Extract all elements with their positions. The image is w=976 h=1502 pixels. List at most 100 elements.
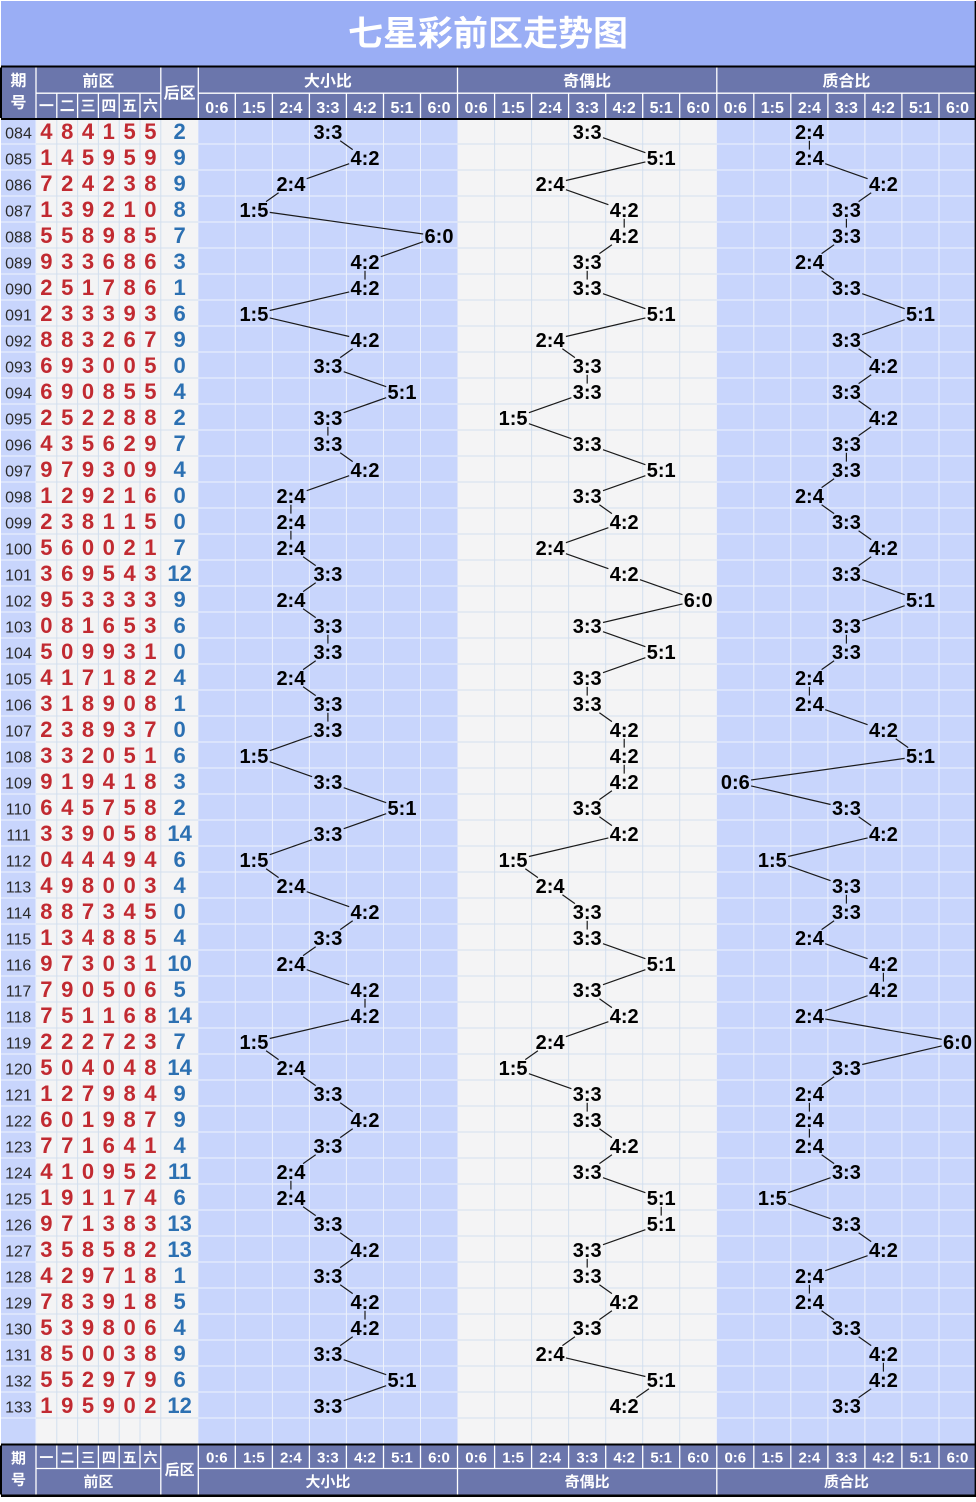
svg-text:7: 7 <box>61 1133 73 1158</box>
svg-text:3:3: 3:3 <box>313 1266 342 1288</box>
svg-text:4: 4 <box>82 1055 95 1080</box>
svg-text:3:3: 3:3 <box>313 824 342 846</box>
svg-text:1:5: 1:5 <box>242 100 265 117</box>
svg-text:5:1: 5:1 <box>647 1214 676 1236</box>
svg-text:10: 10 <box>167 951 191 976</box>
svg-text:9: 9 <box>103 1081 115 1106</box>
svg-text:3: 3 <box>144 1211 156 1236</box>
svg-text:8: 8 <box>82 509 94 534</box>
svg-text:3: 3 <box>173 249 185 274</box>
svg-text:2:4: 2:4 <box>276 876 306 898</box>
svg-text:4: 4 <box>123 561 136 586</box>
svg-text:4:2: 4:2 <box>610 200 639 222</box>
svg-text:8: 8 <box>82 691 94 716</box>
svg-text:5:1: 5:1 <box>391 1450 413 1467</box>
svg-text:7: 7 <box>40 1133 52 1158</box>
svg-text:8: 8 <box>123 925 135 950</box>
svg-text:3:3: 3:3 <box>316 100 339 117</box>
svg-text:2:4: 2:4 <box>795 1136 825 1158</box>
svg-text:7: 7 <box>82 665 94 690</box>
svg-text:2:4: 2:4 <box>795 694 825 716</box>
svg-text:8: 8 <box>103 925 115 950</box>
svg-text:5: 5 <box>103 1237 115 1262</box>
svg-text:3: 3 <box>82 249 94 274</box>
svg-text:14: 14 <box>167 821 192 846</box>
svg-text:0: 0 <box>123 691 135 716</box>
svg-text:0: 0 <box>123 873 135 898</box>
svg-text:4: 4 <box>40 431 53 456</box>
svg-text:2: 2 <box>144 1393 156 1418</box>
svg-text:122: 122 <box>5 1113 32 1130</box>
svg-text:2:4: 2:4 <box>276 954 306 976</box>
svg-text:2:4: 2:4 <box>539 100 562 117</box>
svg-text:109: 109 <box>5 775 32 792</box>
svg-text:3:3: 3:3 <box>313 1214 342 1236</box>
svg-text:112: 112 <box>6 853 32 870</box>
svg-text:4:2: 4:2 <box>869 720 898 742</box>
svg-text:0: 0 <box>82 977 94 1002</box>
svg-text:2:4: 2:4 <box>276 1162 306 1184</box>
svg-text:3:3: 3:3 <box>573 1266 602 1288</box>
svg-text:2: 2 <box>61 1263 73 1288</box>
svg-text:107: 107 <box>5 723 32 740</box>
svg-text:8: 8 <box>144 691 156 716</box>
svg-text:14: 14 <box>167 1055 192 1080</box>
svg-text:4:2: 4:2 <box>869 1344 898 1366</box>
svg-text:1:5: 1:5 <box>502 1450 524 1467</box>
svg-text:5: 5 <box>173 1289 185 1314</box>
svg-text:5: 5 <box>123 613 135 638</box>
svg-text:097: 097 <box>5 463 32 480</box>
svg-text:1: 1 <box>144 535 156 560</box>
svg-text:3: 3 <box>40 1237 52 1262</box>
svg-text:4:2: 4:2 <box>351 902 380 924</box>
svg-text:3:3: 3:3 <box>313 616 342 638</box>
svg-text:2:4: 2:4 <box>536 538 566 560</box>
svg-text:3: 3 <box>82 587 94 612</box>
svg-text:2: 2 <box>103 405 115 430</box>
svg-text:7: 7 <box>123 1367 135 1392</box>
svg-text:4:2: 4:2 <box>610 512 639 534</box>
svg-text:8: 8 <box>61 613 73 638</box>
svg-text:4:2: 4:2 <box>610 1006 639 1028</box>
svg-text:3:3: 3:3 <box>832 1162 861 1184</box>
svg-text:5:1: 5:1 <box>909 100 932 117</box>
svg-text:129: 129 <box>5 1295 32 1312</box>
svg-text:3: 3 <box>103 899 115 924</box>
svg-text:4:2: 4:2 <box>869 174 898 196</box>
svg-text:3:3: 3:3 <box>832 1058 861 1080</box>
svg-text:5: 5 <box>61 1367 73 1392</box>
svg-text:1: 1 <box>82 275 94 300</box>
svg-text:2:4: 2:4 <box>795 1110 825 1132</box>
svg-text:2:4: 2:4 <box>795 928 825 950</box>
svg-text:0: 0 <box>123 977 135 1002</box>
svg-text:5: 5 <box>173 977 185 1002</box>
svg-text:086: 086 <box>5 177 32 194</box>
svg-text:3: 3 <box>123 951 135 976</box>
svg-text:9: 9 <box>40 769 52 794</box>
svg-text:3: 3 <box>123 639 135 664</box>
svg-text:9: 9 <box>82 483 94 508</box>
svg-text:5:1: 5:1 <box>388 798 417 820</box>
svg-text:5:1: 5:1 <box>906 590 935 612</box>
svg-text:1:5: 1:5 <box>239 200 268 222</box>
svg-text:9: 9 <box>144 457 156 482</box>
svg-text:5: 5 <box>40 1367 52 1392</box>
svg-text:5: 5 <box>61 275 73 300</box>
svg-text:4:2: 4:2 <box>869 356 898 378</box>
svg-text:9: 9 <box>173 171 185 196</box>
svg-text:098: 098 <box>5 489 32 506</box>
svg-text:1: 1 <box>61 691 73 716</box>
svg-text:2: 2 <box>40 509 52 534</box>
svg-text:4:2: 4:2 <box>351 1240 380 1262</box>
svg-text:5:1: 5:1 <box>647 148 676 170</box>
svg-text:5: 5 <box>144 119 156 144</box>
svg-text:4: 4 <box>40 119 53 144</box>
svg-text:4:2: 4:2 <box>869 954 898 976</box>
svg-text:3:3: 3:3 <box>832 278 861 300</box>
svg-text:9: 9 <box>144 1367 156 1392</box>
svg-text:5: 5 <box>40 1315 52 1340</box>
svg-text:6:0: 6:0 <box>947 1450 969 1467</box>
svg-text:1:5: 1:5 <box>761 1450 783 1467</box>
svg-text:2:4: 2:4 <box>799 1450 821 1467</box>
svg-text:3: 3 <box>144 1029 156 1054</box>
